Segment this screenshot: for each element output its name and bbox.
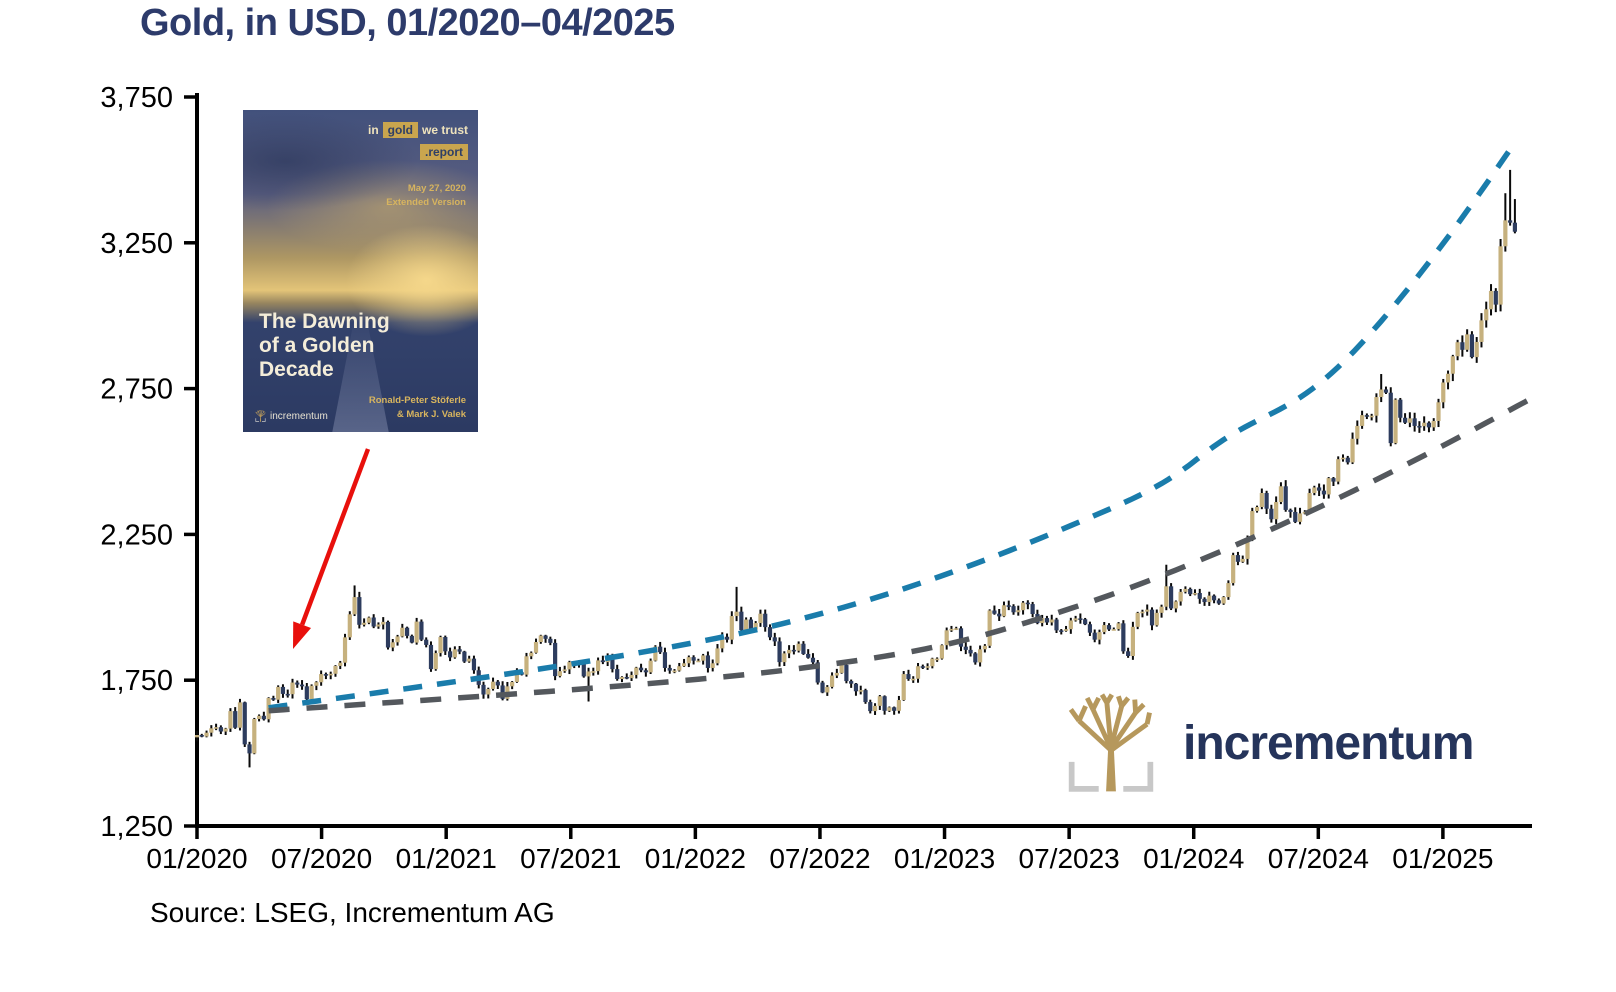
incrementum-tree-icon (1065, 693, 1157, 793)
incrementum-wordmark: incrementum (1183, 716, 1474, 770)
x-tick-label: 07/2021 (520, 843, 621, 874)
y-tick-label: 1,750 (100, 665, 173, 697)
igwt-word-wetrust: we trust (421, 123, 468, 137)
x-tick-label: 01/2021 (396, 843, 497, 874)
x-tick-label: 07/2024 (1268, 843, 1369, 874)
y-tick-label: 2,250 (100, 519, 173, 551)
incrementum-logo: incrementum (1065, 693, 1474, 793)
x-axis-ticks: 01/2020 07/2020 01/2021 07/2021 01/2022 07/20… (146, 826, 1494, 874)
y-tick-label: 2,750 (100, 374, 173, 406)
x-tick-label: 07/2023 (1019, 843, 1120, 874)
projection-lower (268, 397, 1531, 714)
x-tick-label: 01/2024 (1143, 843, 1244, 874)
y-tick-label: 1,250 (100, 811, 173, 843)
y-tick-label: 3,250 (100, 228, 173, 260)
cover-title: The Dawning of a Golden Decade (259, 310, 390, 381)
cover-brand: incrementum (255, 410, 328, 422)
igwt-logo: in gold we trust (368, 122, 468, 138)
x-tick-label: 01/2020 (146, 843, 247, 874)
projection-upper (268, 147, 1513, 711)
source-note: Source: LSEG, Incrementum AG (150, 897, 555, 928)
cover-date-block: May 27, 2020 Extended Version (386, 182, 466, 211)
igwt-word-in: in (367, 123, 379, 137)
x-tick-label: 07/2022 (769, 843, 870, 874)
igwt-word-gold: gold (382, 122, 418, 138)
igwt-report-tag: .report (419, 144, 468, 160)
mini-tree-icon (255, 410, 266, 422)
cover-date: May 27, 2020 (407, 183, 466, 194)
cover-footer: incrementum Ronald-Peter Stöferle & Mark… (243, 394, 478, 422)
report-cover-inset: in gold we trust .report May 27, 2020 Ex… (243, 110, 478, 432)
cover-authors: Ronald-Peter Stöferle & Mark J. Valek (368, 395, 466, 421)
candlestick-series (194, 220, 1517, 754)
x-tick-label: 01/2023 (894, 843, 995, 874)
y-axis-ticks: 1,250 1,750 2,250 2,750 3,250 3,750 (100, 82, 197, 843)
y-tick-label: 3,750 (100, 82, 173, 114)
page-title: Gold, in USD, 01/2020–04/2025 (140, 2, 675, 44)
x-tick-label: 07/2020 (271, 843, 372, 874)
cover-version: Extended Version (386, 197, 466, 209)
x-tick-label: 01/2025 (1392, 843, 1493, 874)
x-tick-label: 01/2022 (645, 843, 746, 874)
annotation-arrow (293, 448, 371, 649)
